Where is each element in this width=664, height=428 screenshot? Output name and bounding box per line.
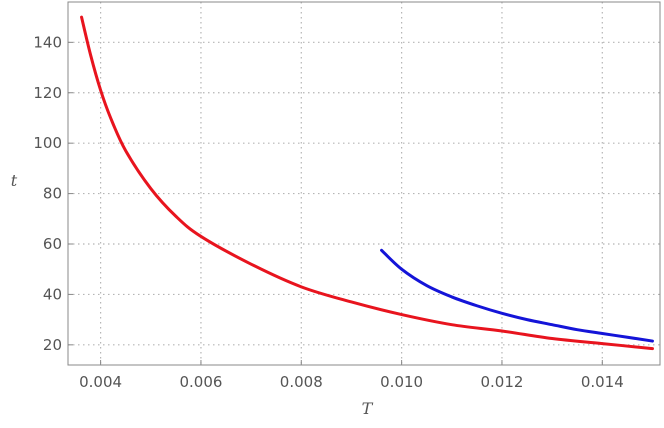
series-line-1: [80, 15, 654, 351]
y-tick-label: 80: [43, 185, 62, 203]
x-tick-label: 0.010: [380, 373, 423, 391]
x-tick-label: 0.006: [179, 373, 222, 391]
axis-ticks: [68, 41, 603, 365]
x-tick-labels: 0.004 0.006 0.008 0.010 0.012 0.014: [79, 373, 624, 391]
grid-lines: [68, 2, 660, 365]
x-tick-label: 0.012: [480, 373, 523, 391]
y-tick-labels: 20 40 60 80 100 120 140: [33, 33, 62, 354]
x-tick-label: 0.014: [581, 373, 624, 391]
series-lines: [80, 15, 654, 351]
x-tick-label: 0.008: [280, 373, 323, 391]
plot-frame: [67, 1, 661, 366]
series-line-2: [380, 248, 654, 343]
y-tick-label: 140: [33, 33, 62, 51]
y-axis-label: t: [11, 171, 18, 190]
y-tick-label: 60: [43, 235, 62, 253]
x-tick-label: 0.004: [79, 373, 122, 391]
y-tick-label: 120: [33, 84, 62, 102]
y-tick-label: 40: [43, 285, 62, 303]
y-tick-label: 100: [33, 134, 62, 152]
x-axis-label: T: [362, 399, 374, 418]
y-tick-label: 20: [43, 336, 62, 354]
